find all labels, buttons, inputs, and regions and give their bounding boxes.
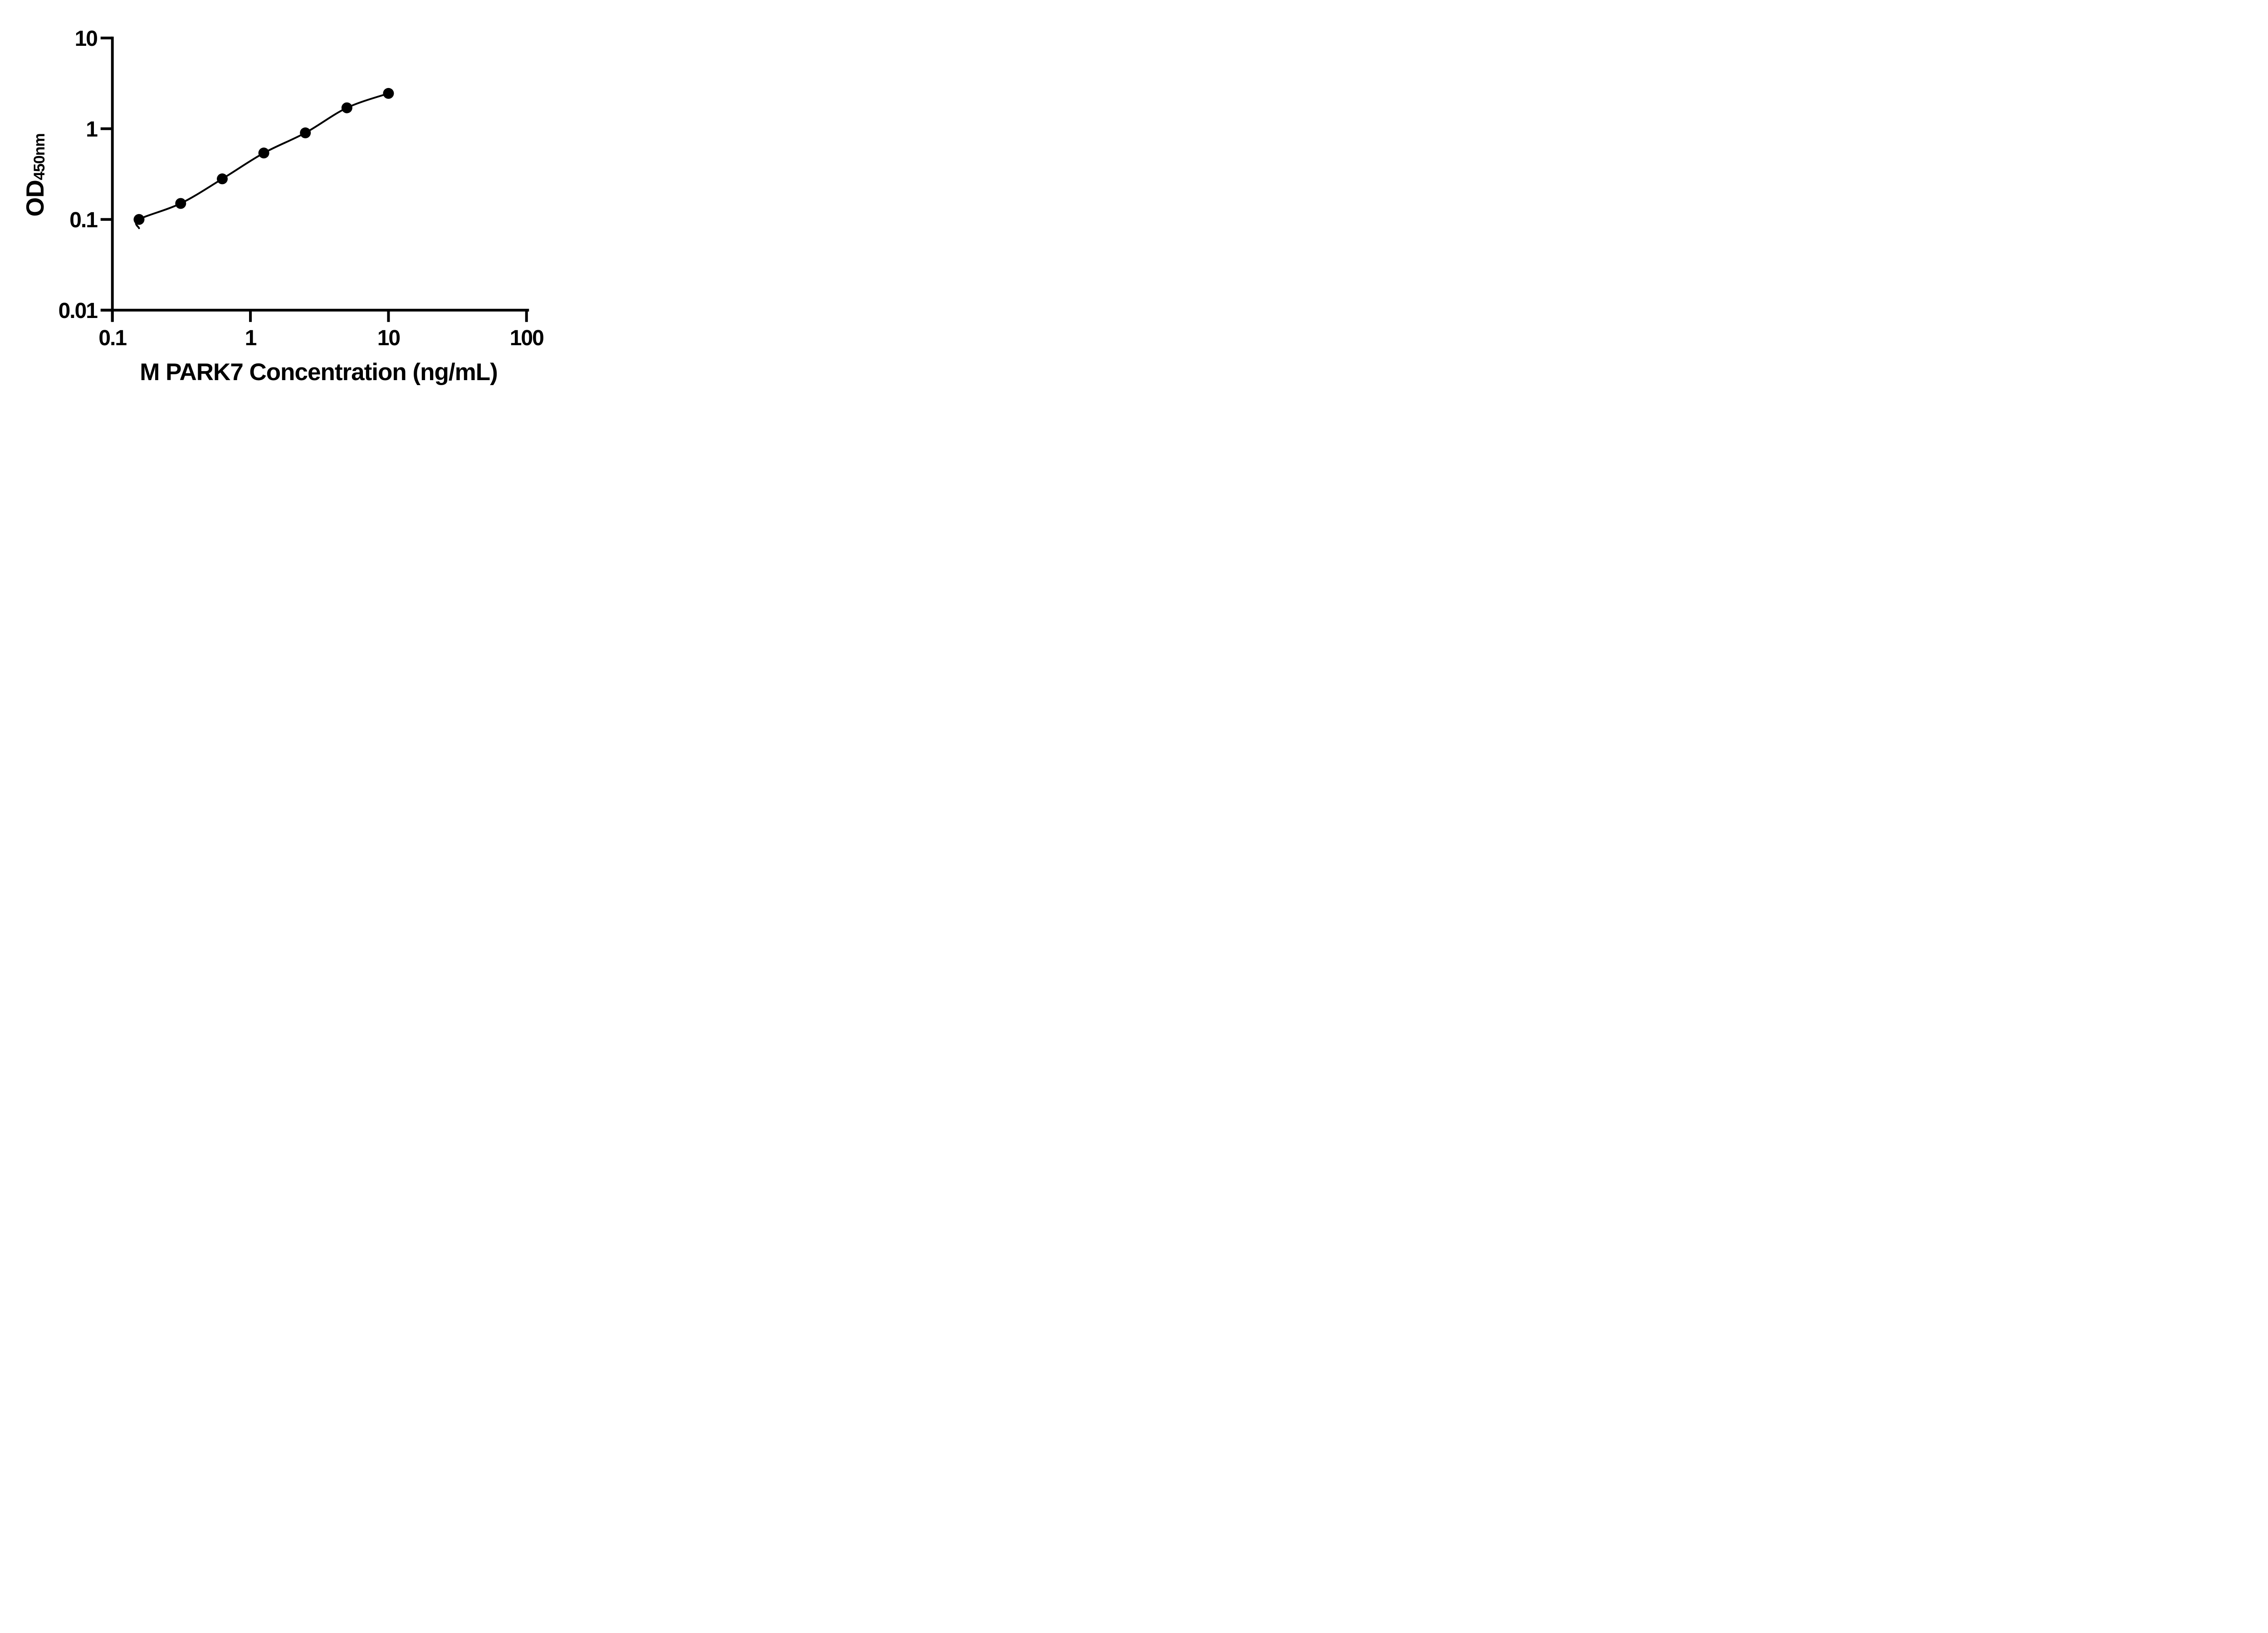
x-tick-mark xyxy=(525,310,528,322)
x-tick-label: 1 xyxy=(245,326,257,350)
data-point-marker xyxy=(175,198,186,209)
data-point-marker xyxy=(258,147,269,159)
data-point-marker xyxy=(217,173,228,185)
fit-curve-line xyxy=(135,92,390,230)
x-tick-mark xyxy=(111,310,114,322)
x-axis-title: M PARK7 Concentration (ng/mL) xyxy=(140,359,498,386)
y-tick-mark xyxy=(100,308,112,312)
y-tick-label: 0.01 xyxy=(59,299,98,323)
data-point-marker xyxy=(133,214,145,225)
y-tick-label: 0.1 xyxy=(69,208,98,232)
x-tick-mark xyxy=(249,310,252,322)
y-tick-mark xyxy=(100,218,112,221)
y-axis-title: OD 450nm xyxy=(17,107,53,243)
y-axis-title-base: OD xyxy=(21,180,49,217)
y-axis-title-subscript: 450nm xyxy=(30,133,48,181)
x-tick-label: 10 xyxy=(377,326,400,350)
x-tick-mark xyxy=(387,310,390,322)
y-tick-label: 10 xyxy=(75,27,98,51)
x-axis-spine xyxy=(101,308,529,312)
y-tick-label: 1 xyxy=(86,117,98,142)
data-point-marker xyxy=(383,88,394,99)
data-point-marker xyxy=(300,127,311,138)
chart-canvas: 0.1 1 10 100 10 1 0.1 0.01 M PARK7 Concentratio… xyxy=(0,0,583,408)
x-tick-label: 100 xyxy=(510,326,543,350)
y-tick-mark xyxy=(100,36,112,39)
x-tick-label: 0.1 xyxy=(98,326,127,350)
y-tick-mark xyxy=(100,127,112,130)
y-axis-spine xyxy=(111,36,114,322)
data-point-marker xyxy=(341,102,352,113)
